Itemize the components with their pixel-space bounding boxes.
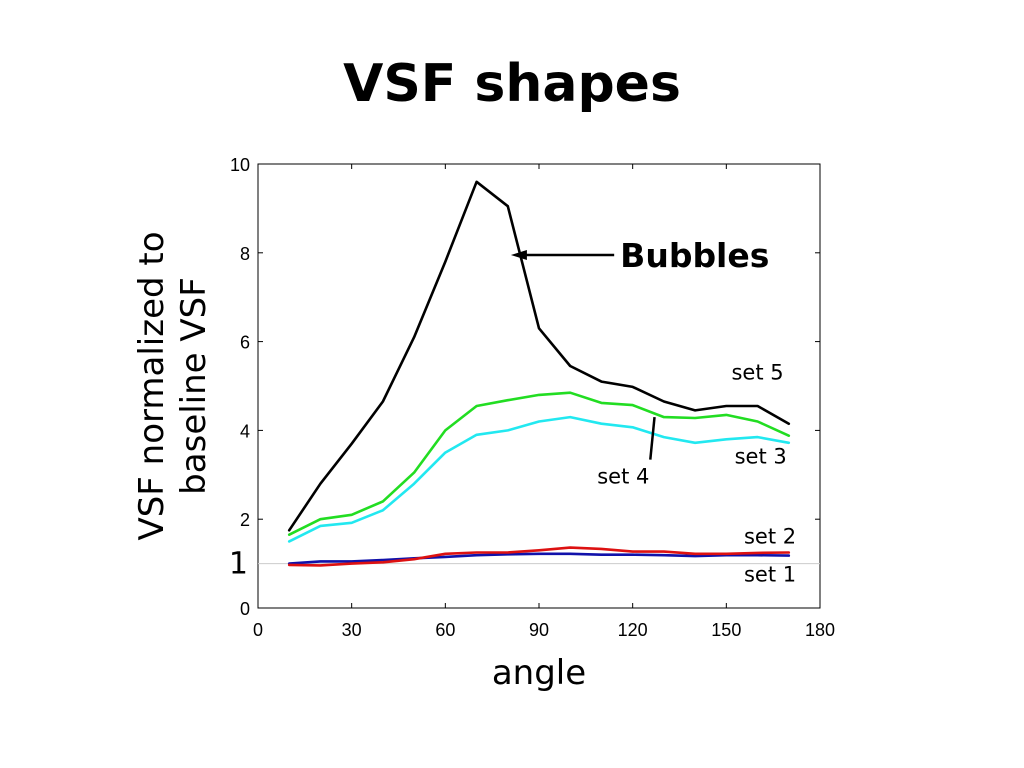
y-tick-label: 2 xyxy=(240,510,250,530)
y-axis-label-line: VSF normalized to xyxy=(132,231,172,540)
series-line-set-3 xyxy=(287,415,791,543)
x-axis-label: angle xyxy=(492,653,586,693)
series-label-set-1: set 1 xyxy=(744,562,796,586)
series-label-pointer xyxy=(649,416,656,460)
plot-frame xyxy=(257,163,821,609)
series-line-set-5 xyxy=(287,180,791,532)
x-tick-label: 180 xyxy=(805,620,835,640)
series-line-set-2 xyxy=(287,546,791,567)
series-label-set-2: set 2 xyxy=(744,525,796,549)
annotation-arrow-head xyxy=(510,250,527,261)
y-tick-label: 6 xyxy=(240,333,250,353)
x-tick-label: 30 xyxy=(342,620,362,640)
x-tick-label: 120 xyxy=(618,620,648,640)
x-tick-label: 150 xyxy=(711,620,741,640)
y-tick-label: 4 xyxy=(240,421,250,441)
series-label-set-5: set 5 xyxy=(731,360,783,384)
x-tick-label: 90 xyxy=(529,620,549,640)
x-tick-label: 0 xyxy=(253,620,263,640)
annotation-label: Bubbles xyxy=(620,236,769,275)
y-tick-label: 8 xyxy=(240,244,250,264)
series-line-set-4 xyxy=(287,391,791,537)
series-label-set-4: set 4 xyxy=(597,465,649,489)
y-axis-label-line: baseline VSF xyxy=(174,277,214,495)
series-label-set-3: set 3 xyxy=(735,445,787,469)
y-tick-label-extra: 1 xyxy=(229,547,248,582)
plot-area: 0 30 60 90 120 150 180 0 2 4 6 8 10 1 angle VSF normali… xyxy=(132,155,835,693)
y-tick-label: 10 xyxy=(230,155,250,175)
x-tick-label: 60 xyxy=(435,620,455,640)
y-tick-label: 0 xyxy=(240,599,250,619)
series-line-set-1 xyxy=(287,552,791,565)
slide-title: VSF shapes xyxy=(343,54,681,114)
